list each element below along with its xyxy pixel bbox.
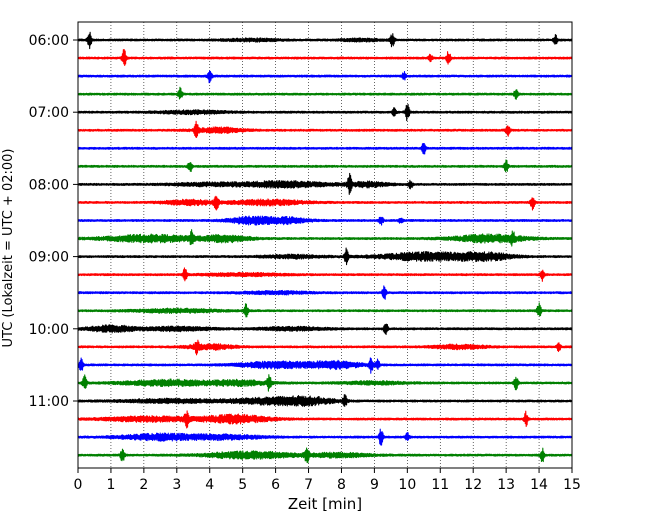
y-tick-label: 06:00 [29, 33, 69, 49]
seismogram-trace-0715 [77, 120, 573, 139]
x-tick-label: 11 [431, 477, 449, 493]
x-tick-label: 5 [238, 477, 247, 493]
x-tick-label: 9 [370, 477, 379, 493]
x-tick-label: 15 [563, 477, 581, 493]
x-tick-label: 8 [337, 477, 346, 493]
x-tick-label: 6 [271, 477, 280, 493]
y-axis-label: UTC (Lokalzeit = UTC + 02:00) [1, 149, 16, 348]
x-tick-label: 14 [530, 477, 548, 493]
x-tick-label: 4 [205, 477, 214, 493]
x-axis-label: Zeit [min] [288, 495, 362, 513]
x-tick-label: 3 [172, 477, 181, 493]
y-tick-label: 09:00 [29, 250, 69, 266]
y-tick-label: 10:00 [29, 322, 69, 338]
trace-layer [77, 31, 573, 464]
x-tick-label: 13 [497, 477, 515, 493]
x-tick-label: 12 [464, 477, 482, 493]
x-tick-label: 2 [139, 477, 148, 493]
seismogram-trace-0945 [77, 302, 573, 318]
x-tick-label: 10 [398, 477, 416, 493]
x-tick-label: 1 [106, 477, 115, 493]
plot-frame [77, 21, 573, 469]
axis-layer: 0 1 2 3 4 5 6 7 8 9 10 11 12 13 14 1506:0007:0008:0009:… [29, 33, 581, 493]
y-tick-label: 08:00 [29, 177, 69, 193]
x-tick-label: 0 [74, 477, 83, 493]
grid-layer [110, 22, 540, 468]
seismogram-trace-0645 [77, 86, 573, 100]
y-tick-label: 11:00 [29, 394, 69, 410]
x-tick-label: 7 [304, 477, 313, 493]
y-tick-label: 07:00 [29, 105, 69, 121]
